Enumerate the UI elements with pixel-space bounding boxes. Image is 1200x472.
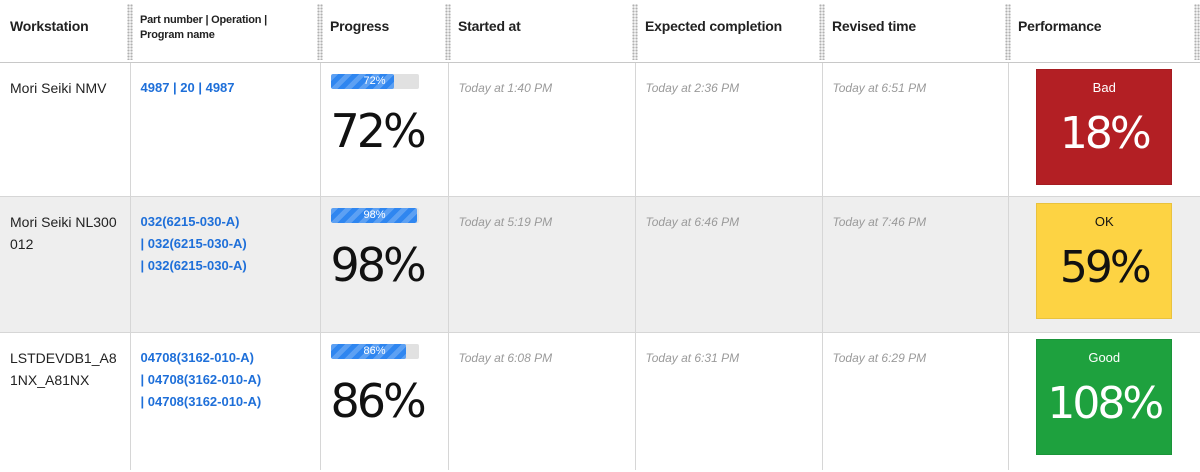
revised-time: Today at 6:29 PM bbox=[832, 350, 927, 365]
column-header-performance[interactable]: Performance bbox=[1005, 0, 1200, 63]
part-cell: 4987 | 20 | 4987 bbox=[129, 62, 320, 197]
revised-time: Today at 6:51 PM bbox=[832, 80, 927, 95]
part-line: 04708(3162-010-A) bbox=[140, 349, 254, 365]
table-row: Mori Seiki NL300012 032(6215-030-A) | 03… bbox=[0, 196, 1200, 333]
progress-bar-label: 86% bbox=[363, 344, 386, 357]
progress-percentage: 98% bbox=[330, 237, 427, 292]
progress-cell: 98% 98% bbox=[319, 196, 448, 333]
part-cell: 032(6215-030-A) | 032(6215-030-A) | 032(… bbox=[129, 196, 320, 333]
revised-cell: Today at 6:29 PM bbox=[821, 332, 1008, 470]
part-line: 032(6215-030-A) bbox=[140, 213, 240, 229]
part-cell: 04708(3162-010-A) | 04708(3162-010-A) | … bbox=[129, 332, 320, 470]
progress-bar: 98% bbox=[330, 207, 419, 223]
table-row: Mori Seiki NMV 4987 | 20 | 4987 72% 72% … bbox=[0, 62, 1200, 197]
started-time: Today at 5:19 PM bbox=[458, 214, 553, 229]
performance-label: Bad bbox=[1092, 79, 1116, 95]
started-time: Today at 6:08 PM bbox=[458, 350, 553, 365]
started-time: Today at 1:40 PM bbox=[458, 80, 553, 95]
progress-bar-label: 72% bbox=[363, 74, 386, 87]
part-link[interactable]: 032(6215-030-A) | 032(6215-030-A) | 032(… bbox=[141, 207, 310, 277]
performance-label: OK bbox=[1094, 213, 1114, 229]
progress-percentage: 72% bbox=[330, 103, 427, 158]
part-link[interactable]: 4987 | 20 | 4987 bbox=[141, 73, 310, 99]
progress-cell: 86% 86% bbox=[319, 332, 448, 470]
performance-value: 18% bbox=[1059, 107, 1152, 159]
progress-cell: 72% 72% bbox=[319, 62, 448, 197]
part-line: 4987 | 20 | 4987 bbox=[140, 79, 235, 95]
workstation-cell: Mori Seiki NMV bbox=[0, 62, 130, 197]
expected-cell: Today at 2:36 PM bbox=[634, 62, 822, 197]
performance-label: Good bbox=[1088, 349, 1121, 365]
progress-bar-fill bbox=[330, 73, 394, 89]
started-cell: Today at 1:40 PM bbox=[447, 62, 635, 197]
column-header-workstation[interactable]: Workstation bbox=[0, 0, 130, 63]
column-header-expected[interactable]: Expected completion bbox=[632, 0, 822, 63]
progress-bar: 86% bbox=[330, 343, 419, 359]
table-row: LSTDEVDB1_A81NX_A81NX 04708(3162-010-A) … bbox=[0, 332, 1200, 470]
progress-bar: 72% bbox=[330, 73, 419, 89]
performance-badge: Bad 18% bbox=[1036, 68, 1173, 185]
performance-value: 108% bbox=[1047, 377, 1164, 429]
performance-cell: Bad 18% bbox=[1007, 62, 1200, 197]
part-line: | 032(6215-030-A) bbox=[140, 257, 247, 273]
progress-bar-fill bbox=[330, 343, 407, 359]
expected-cell: Today at 6:31 PM bbox=[634, 332, 822, 470]
column-header-progress[interactable]: Progress bbox=[317, 0, 448, 63]
column-header-started[interactable]: Started at bbox=[445, 0, 635, 63]
workstation-name: Mori Seiki NMV bbox=[10, 79, 107, 96]
workstation-cell: LSTDEVDB1_A81NX_A81NX bbox=[0, 332, 130, 470]
performance-value: 59% bbox=[1059, 241, 1152, 293]
progress-bar-label: 98% bbox=[363, 208, 386, 221]
part-line: | 04708(3162-010-A) bbox=[140, 393, 262, 409]
workstation-cell: Mori Seiki NL300012 bbox=[0, 196, 130, 333]
part-line: | 04708(3162-010-A) bbox=[140, 371, 262, 387]
revised-time: Today at 7:46 PM bbox=[832, 214, 927, 229]
revised-cell: Today at 7:46 PM bbox=[821, 196, 1008, 333]
performance-badge: OK 59% bbox=[1036, 202, 1173, 319]
progress-bar-fill bbox=[330, 207, 417, 223]
revised-cell: Today at 6:51 PM bbox=[821, 62, 1008, 197]
progress-percentage: 86% bbox=[330, 373, 427, 428]
part-link[interactable]: 04708(3162-010-A) | 04708(3162-010-A) | … bbox=[141, 343, 310, 413]
column-header-part[interactable]: Part number | Operation | Program name bbox=[127, 0, 320, 63]
column-header-revised[interactable]: Revised time bbox=[819, 0, 1008, 63]
expected-cell: Today at 6:46 PM bbox=[634, 196, 822, 333]
workstation-name: Mori Seiki NL300012 bbox=[10, 213, 117, 252]
expected-time: Today at 6:31 PM bbox=[645, 350, 740, 365]
started-cell: Today at 6:08 PM bbox=[447, 332, 635, 470]
performance-badge: Good 108% bbox=[1036, 338, 1173, 455]
table-header-row: Workstation Part number | Operation | Pr… bbox=[0, 0, 1200, 63]
expected-time: Today at 2:36 PM bbox=[645, 80, 740, 95]
performance-cell: OK 59% bbox=[1007, 196, 1200, 333]
workstation-name: LSTDEVDB1_A81NX_A81NX bbox=[10, 349, 117, 388]
part-line: | 032(6215-030-A) bbox=[140, 235, 247, 251]
performance-cell: Good 108% bbox=[1007, 332, 1200, 470]
started-cell: Today at 5:19 PM bbox=[447, 196, 635, 333]
expected-time: Today at 6:46 PM bbox=[645, 214, 740, 229]
